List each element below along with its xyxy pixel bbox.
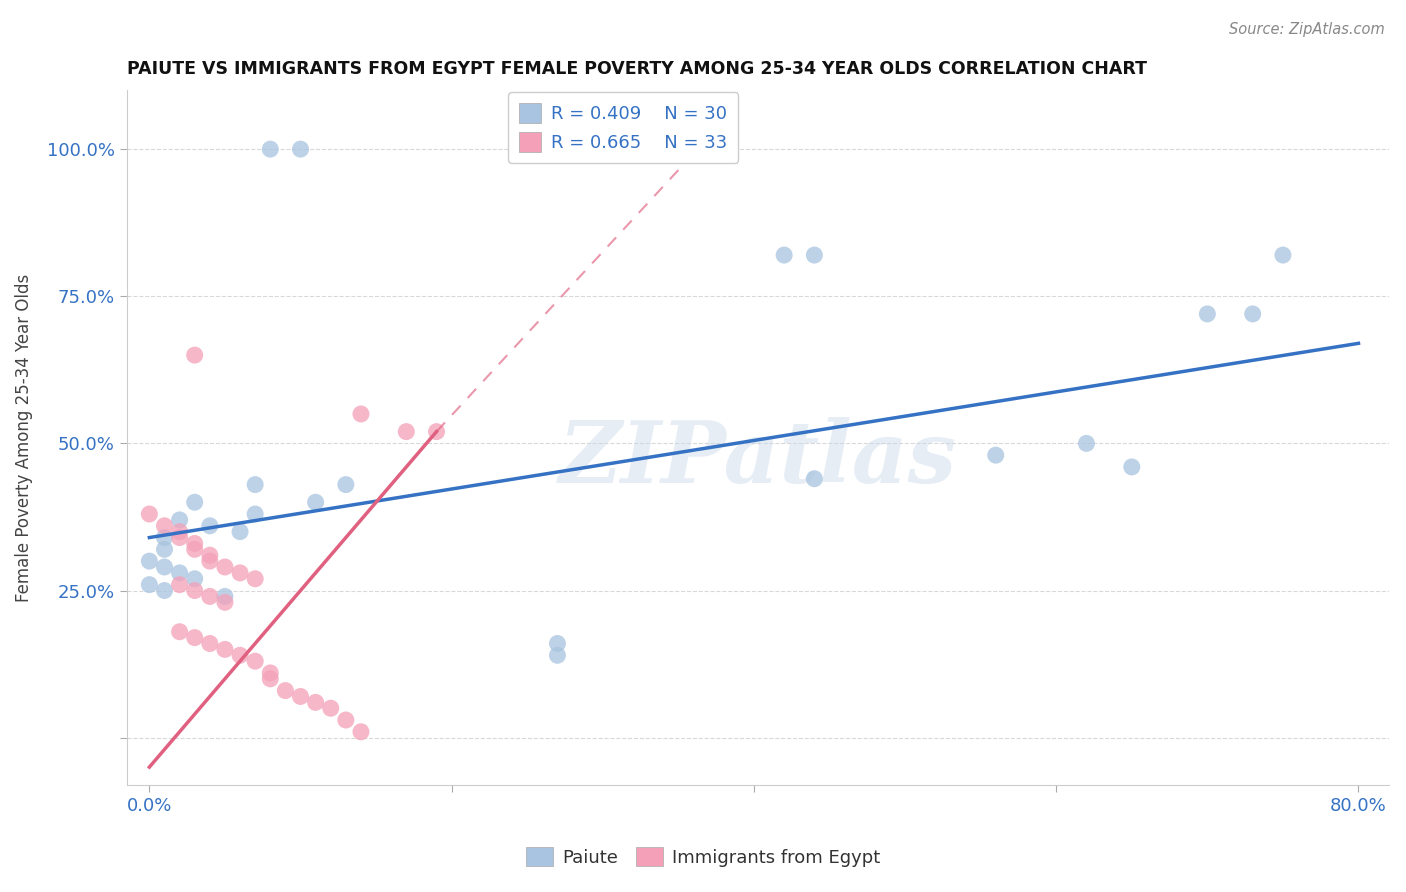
Point <box>290 142 312 156</box>
Point <box>425 425 447 439</box>
Point <box>229 566 252 580</box>
Legend: Paiute, Immigrants from Egypt: Paiute, Immigrants from Egypt <box>519 840 887 874</box>
Point <box>138 577 160 591</box>
Point <box>304 495 326 509</box>
Point <box>350 724 373 739</box>
Point <box>984 448 1007 462</box>
Point <box>243 477 266 491</box>
Point <box>153 583 176 598</box>
Point <box>229 524 252 539</box>
Point <box>214 642 236 657</box>
Point <box>1121 459 1143 474</box>
Point <box>198 548 221 562</box>
Point <box>214 595 236 609</box>
Point <box>169 513 191 527</box>
Point <box>169 624 191 639</box>
Point <box>1197 307 1219 321</box>
Point <box>395 425 418 439</box>
Legend: R = 0.409    N = 30, R = 0.665    N = 33: R = 0.409 N = 30, R = 0.665 N = 33 <box>508 93 738 163</box>
Point <box>153 531 176 545</box>
Point <box>183 536 205 550</box>
Point <box>153 518 176 533</box>
Point <box>214 590 236 604</box>
Point <box>1271 248 1294 262</box>
Point <box>169 566 191 580</box>
Point <box>243 572 266 586</box>
Point <box>169 577 191 591</box>
Point <box>1241 307 1264 321</box>
Point <box>138 554 160 568</box>
Text: PAIUTE VS IMMIGRANTS FROM EGYPT FEMALE POVERTY AMONG 25-34 YEAR OLDS CORRELATION: PAIUTE VS IMMIGRANTS FROM EGYPT FEMALE P… <box>127 60 1147 78</box>
Point <box>183 572 205 586</box>
Point <box>183 583 205 598</box>
Point <box>335 713 357 727</box>
Point <box>198 636 221 650</box>
Point <box>350 407 373 421</box>
Point <box>259 142 281 156</box>
Point <box>773 248 796 262</box>
Point <box>183 348 205 362</box>
Point <box>214 560 236 574</box>
Point <box>304 695 326 709</box>
Point <box>290 690 312 704</box>
Point <box>169 531 191 545</box>
Point <box>259 672 281 686</box>
Point <box>803 472 825 486</box>
Point <box>138 507 160 521</box>
Y-axis label: Female Poverty Among 25-34 Year Olds: Female Poverty Among 25-34 Year Olds <box>15 273 32 601</box>
Point <box>153 560 176 574</box>
Point <box>183 542 205 557</box>
Point <box>243 654 266 668</box>
Text: ZIPatlas: ZIPatlas <box>558 417 956 500</box>
Point <box>183 631 205 645</box>
Point <box>803 248 825 262</box>
Point <box>546 648 568 663</box>
Point <box>229 648 252 663</box>
Text: Source: ZipAtlas.com: Source: ZipAtlas.com <box>1229 22 1385 37</box>
Point <box>546 636 568 650</box>
Point <box>274 683 297 698</box>
Point <box>198 518 221 533</box>
Point <box>153 542 176 557</box>
Point <box>259 665 281 680</box>
Point <box>335 477 357 491</box>
Point <box>319 701 342 715</box>
Point <box>243 507 266 521</box>
Point <box>198 554 221 568</box>
Point <box>183 495 205 509</box>
Point <box>169 524 191 539</box>
Point <box>1076 436 1098 450</box>
Point <box>198 590 221 604</box>
